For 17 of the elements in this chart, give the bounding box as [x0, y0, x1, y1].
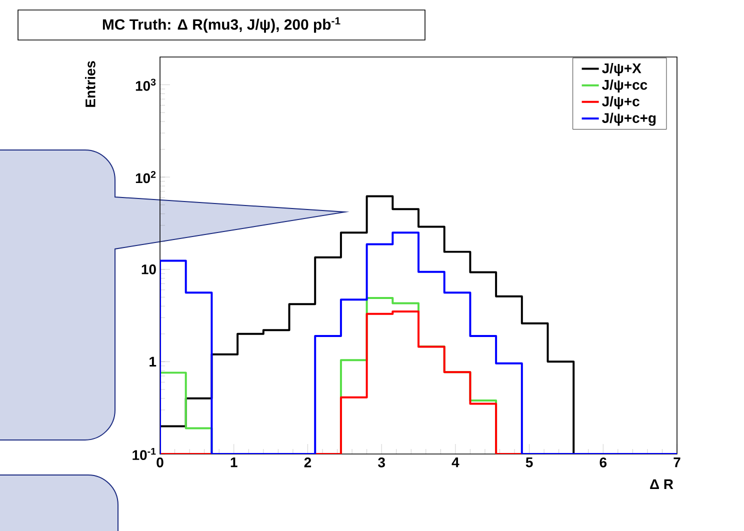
x-tick-label: 0 [156, 457, 164, 468]
x-tick-label: 2 [304, 457, 312, 468]
x-tick-label: 6 [600, 457, 607, 468]
x-tick-label: 1 [230, 458, 238, 468]
x-axis-title: Δ R [650, 479, 674, 490]
x-tick-label: 7 [674, 458, 680, 468]
legend-label: J/ψ+c+g [602, 112, 656, 126]
x-tick-label: 3 [378, 457, 385, 468]
y-tick-label: 10$^{-1}$ [132, 448, 156, 460]
legend-label: J/ψ+c [602, 96, 640, 110]
x-tick-label: 5 [526, 458, 533, 468]
y-axis-title: Entries [85, 61, 96, 107]
x-tick-label: 4 [452, 458, 460, 468]
legend-label: J/ψ+cc [602, 80, 648, 93]
chart-title: MC Truth: Δ R(mu3, J/ψ), 200 pb$^{-1}$ [102, 17, 340, 33]
y-tick-label: 10$^{3}$ [136, 78, 156, 91]
legend-label: J/ψ+X [602, 62, 642, 76]
